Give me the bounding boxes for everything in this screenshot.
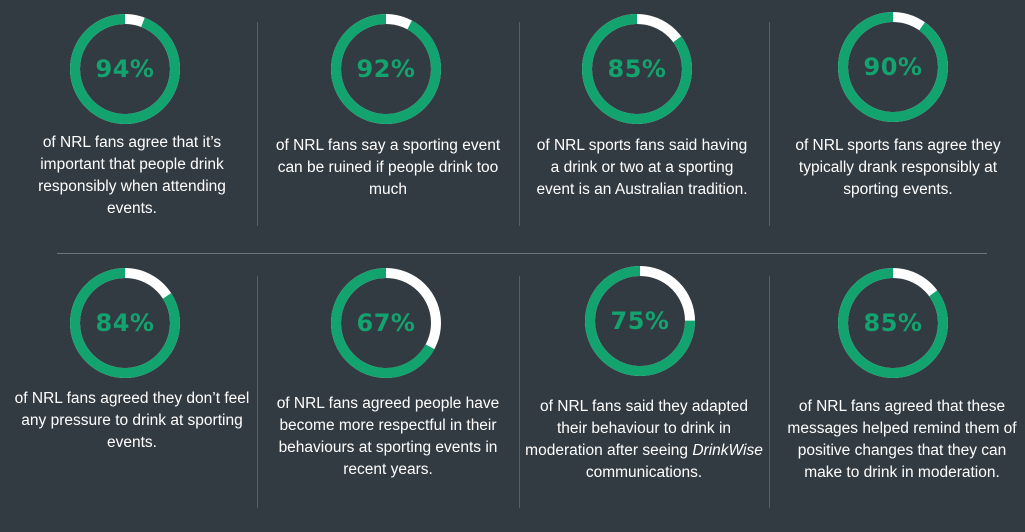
donut-value-arc [838,12,948,122]
progress-ring: 85% [582,14,692,124]
column-divider [257,22,258,226]
donut-value-arc [838,268,948,378]
donut-value-arc [70,268,180,378]
percent-label: 75% [610,307,670,335]
donut-value-arc [585,266,695,376]
stat-caption: of NRL fans say a sporting event can be … [275,137,501,198]
stat-caption: of NRL fans said they adapted their beha… [524,396,764,484]
donut-svg [838,268,948,378]
donut-svg [70,268,180,378]
percent-label: 85% [863,309,923,337]
percent-label: 90% [863,53,923,81]
progress-ring: 75% [585,266,695,376]
donut-value-arc [331,14,441,124]
progress-ring: 85% [838,268,948,378]
percent-label: 67% [356,309,416,337]
progress-ring: 84% [70,268,180,378]
progress-ring: 90% [838,12,948,122]
progress-ring: 94% [70,14,180,124]
stat-caption: of NRL fans agree that it’s important th… [38,134,226,217]
donut-value-arc [331,268,441,378]
column-divider [769,276,770,508]
progress-ring: 92% [331,14,441,124]
donut-svg [331,268,441,378]
donut-svg [838,12,948,122]
progress-ring: 67% [331,268,441,378]
percent-label: 92% [356,55,416,83]
stat-caption-text: communications. [585,464,703,481]
brand-name: DrinkWise [692,442,763,459]
column-divider [519,276,520,508]
stat-caption: of NRL sports fans agree they typically … [795,137,1001,198]
column-divider [769,22,770,226]
donut-svg [582,14,692,124]
stat-caption: of NRL fans agreed people have become mo… [276,395,500,478]
stat-caption: of NRL fans agreed that these messages h… [787,398,1017,481]
column-divider [257,276,258,508]
donut-svg [331,14,441,124]
column-divider [519,22,520,226]
donut-svg [70,14,180,124]
stat-caption: of NRL sports fans said having a drink o… [536,137,748,198]
row-divider [57,253,987,254]
stat-caption: of NRL fans agreed they don’t feel any p… [14,390,250,451]
percent-label: 84% [95,309,155,337]
donut-value-arc [70,14,180,124]
percent-label: 85% [607,55,667,83]
donut-value-arc [582,14,692,124]
donut-svg [585,266,695,376]
percent-label: 94% [95,55,155,83]
stat-caption-text: of NRL fans said they adapted their beha… [525,398,748,459]
